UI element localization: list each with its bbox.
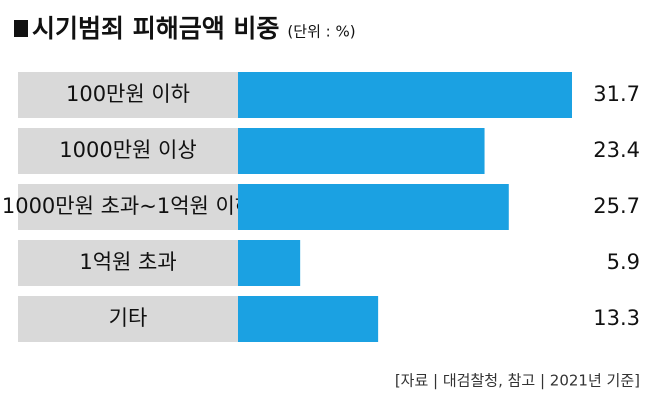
category-label: 기타 (109, 306, 148, 330)
label-box (18, 296, 238, 342)
category-label: 1000만원 이상 (59, 138, 196, 162)
category-label: 100만원 이하 (66, 82, 190, 106)
bar (238, 296, 379, 342)
value-label: 5.9 (607, 250, 640, 274)
label-box (18, 72, 238, 118)
bar (238, 128, 485, 174)
chart-title: 시기범죄 피해금액 비중 (32, 14, 279, 43)
category-label: 1억원 초과 (79, 250, 176, 274)
value-label: 31.7 (593, 82, 640, 106)
bar (238, 72, 572, 118)
category-label: 1000만원 초과~1억원 이하 (2, 194, 254, 218)
bar (238, 184, 509, 230)
label-box (18, 128, 238, 174)
value-label: 23.4 (593, 138, 640, 162)
title-marker (14, 20, 28, 37)
unit-label: (단위 : %) (287, 23, 355, 41)
source-note: [자료 | 대검찰청, 참고 | 2021년 기준] (395, 372, 640, 390)
value-label: 13.3 (593, 306, 640, 330)
bar (238, 240, 301, 286)
label-box (18, 240, 238, 286)
value-label: 25.7 (593, 194, 640, 218)
label-box (18, 184, 238, 230)
